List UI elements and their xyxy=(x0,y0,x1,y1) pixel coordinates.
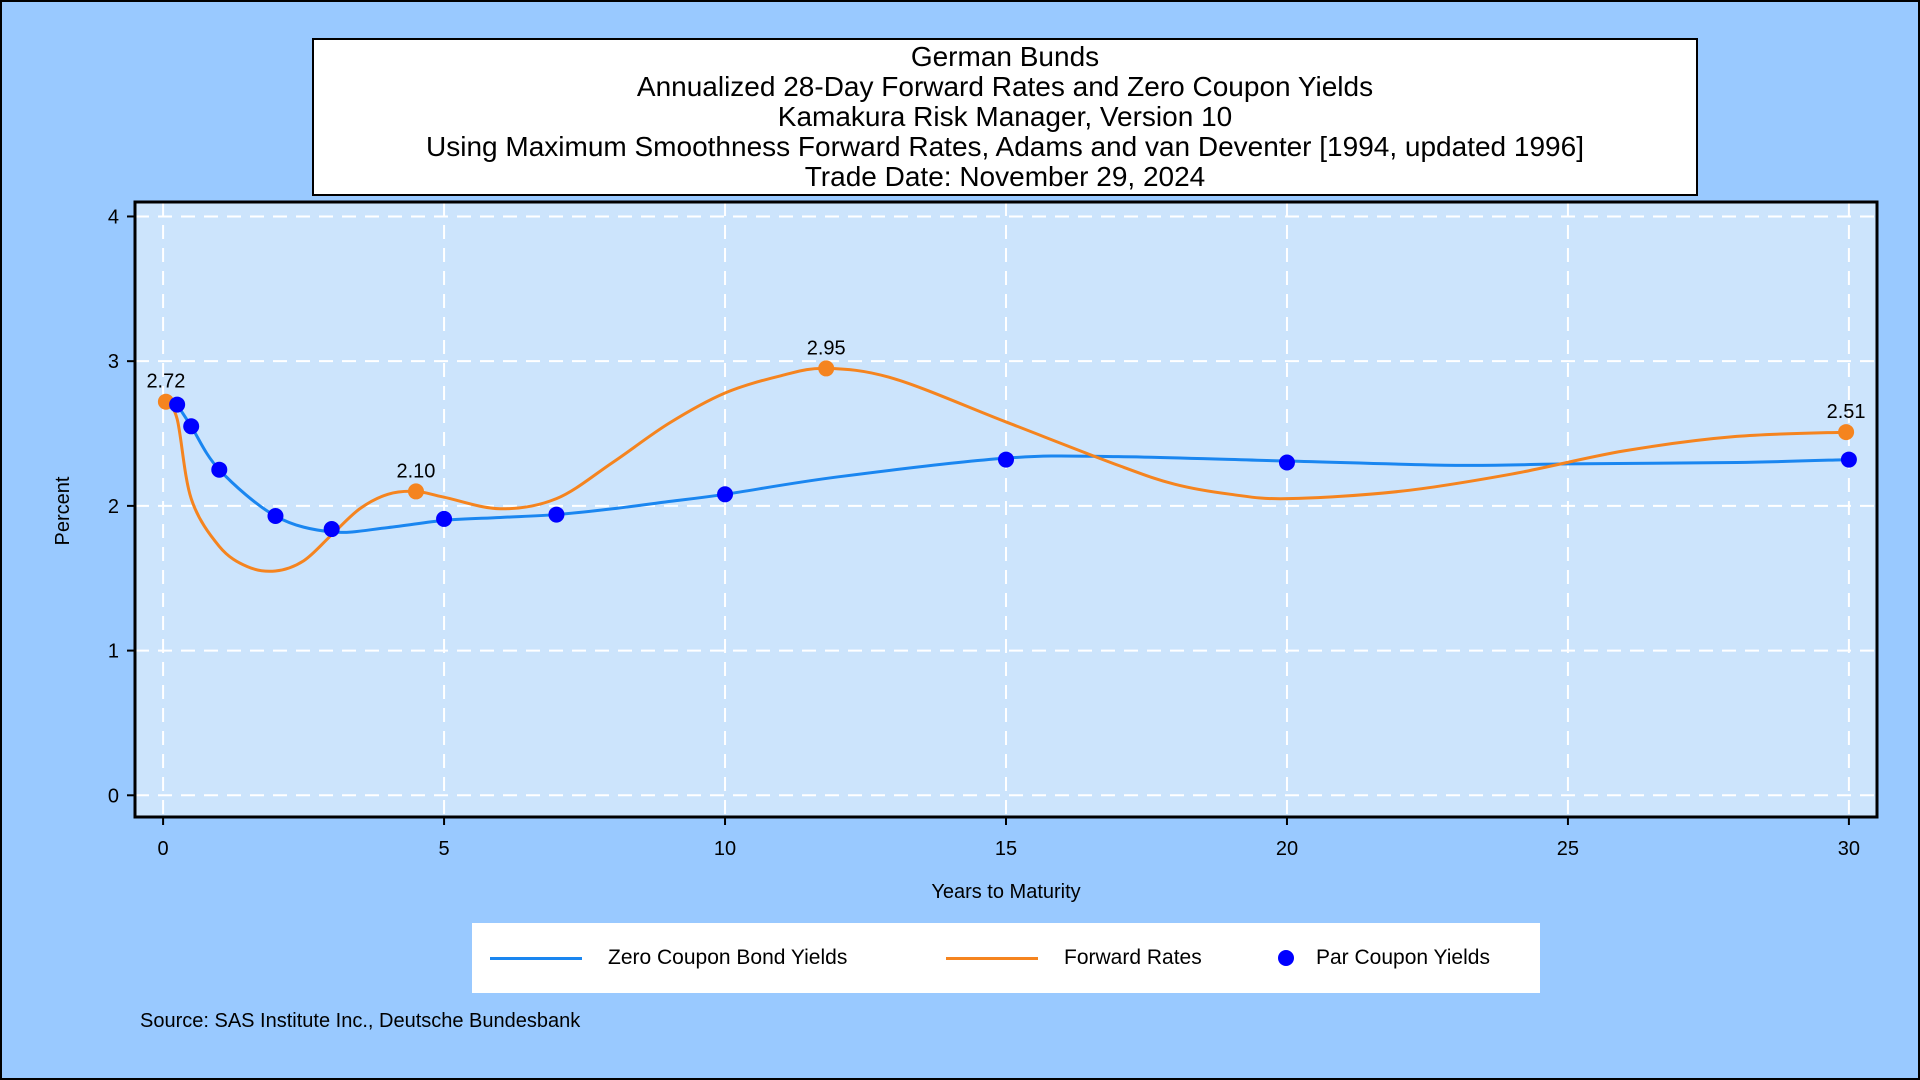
forward-rate-label-1: 2.10 xyxy=(396,460,435,482)
forward-rate-label-3: 2.51 xyxy=(1827,401,1866,423)
chart-title-box: German Bunds Annualized 28-Day Forward R… xyxy=(312,38,1698,196)
x-tick-label-20: 20 xyxy=(1276,838,1298,860)
par-coupon-yields-point-3 xyxy=(267,508,284,525)
title-line-1: German Bunds xyxy=(910,41,1100,72)
forward-rate-marker-1 xyxy=(407,483,424,500)
par-coupon-yields-point-2 xyxy=(211,461,228,478)
legend-swatch-zero-coupon xyxy=(490,956,582,960)
par-coupon-yields-point-5 xyxy=(436,510,453,527)
legend-swatch-forward-rates xyxy=(946,956,1038,960)
x-tick-label-5: 5 xyxy=(439,838,450,860)
x-tick-label-0: 0 xyxy=(158,838,169,860)
par-coupon-yields-point-0 xyxy=(169,396,186,413)
par-coupon-yields-point-1 xyxy=(183,418,200,435)
legend-swatch-par-coupon xyxy=(1278,950,1294,966)
y-tick-label-0: 0 xyxy=(108,785,119,807)
legend-item-zero-coupon: Zero Coupon Bond Yields xyxy=(490,923,847,993)
forward-rate-label-2: 2.95 xyxy=(807,337,846,359)
forward-rate-label-0: 2.72 xyxy=(146,371,185,393)
source-note: Source: SAS Institute Inc., Deutsche Bun… xyxy=(140,1010,581,1032)
legend-item-par-coupon: Par Coupon Yields xyxy=(1278,923,1490,993)
x-tick-label-10: 10 xyxy=(714,838,736,860)
legend: Zero Coupon Bond Yields Forward Rates Pa… xyxy=(472,923,1540,993)
x-tick-label-30: 30 xyxy=(1838,838,1860,860)
y-tick-label-1: 1 xyxy=(108,641,119,663)
y-axis-title: Percent xyxy=(52,476,74,545)
x-tick-label-15: 15 xyxy=(995,838,1017,860)
par-coupon-yields-point-10 xyxy=(1840,451,1857,468)
legend-item-forward-rates: Forward Rates xyxy=(946,923,1202,993)
par-coupon-yields-point-9 xyxy=(1278,454,1295,471)
x-axis-title: Years to Maturity xyxy=(931,881,1080,903)
legend-label-par-coupon: Par Coupon Yields xyxy=(1316,946,1490,969)
title-line-3: Kamakura Risk Manager, Version 10 xyxy=(777,101,1233,132)
forward-rate-marker-2 xyxy=(818,360,835,377)
par-coupon-yields-point-7 xyxy=(717,486,734,503)
y-tick-label-3: 3 xyxy=(108,351,119,373)
par-coupon-yields-point-6 xyxy=(548,506,565,523)
y-tick-label-4: 4 xyxy=(108,206,119,228)
title-line-5: Trade Date: November 29, 2024 xyxy=(804,161,1206,192)
par-coupon-yields-point-4 xyxy=(323,521,340,538)
title-line-4: Using Maximum Smoothness Forward Rates, … xyxy=(426,131,1584,162)
forward-rate-marker-3 xyxy=(1838,424,1855,441)
title-line-2: Annualized 28-Day Forward Rates and Zero… xyxy=(636,71,1374,102)
y-tick-label-2: 2 xyxy=(108,496,119,518)
legend-label-zero-coupon: Zero Coupon Bond Yields xyxy=(608,946,848,969)
par-coupon-yields-point-8 xyxy=(998,451,1014,468)
forward-rates-line xyxy=(164,366,1849,573)
x-tick-label-25: 25 xyxy=(1557,838,1579,860)
legend-label-forward-rates: Forward Rates xyxy=(1064,946,1202,969)
